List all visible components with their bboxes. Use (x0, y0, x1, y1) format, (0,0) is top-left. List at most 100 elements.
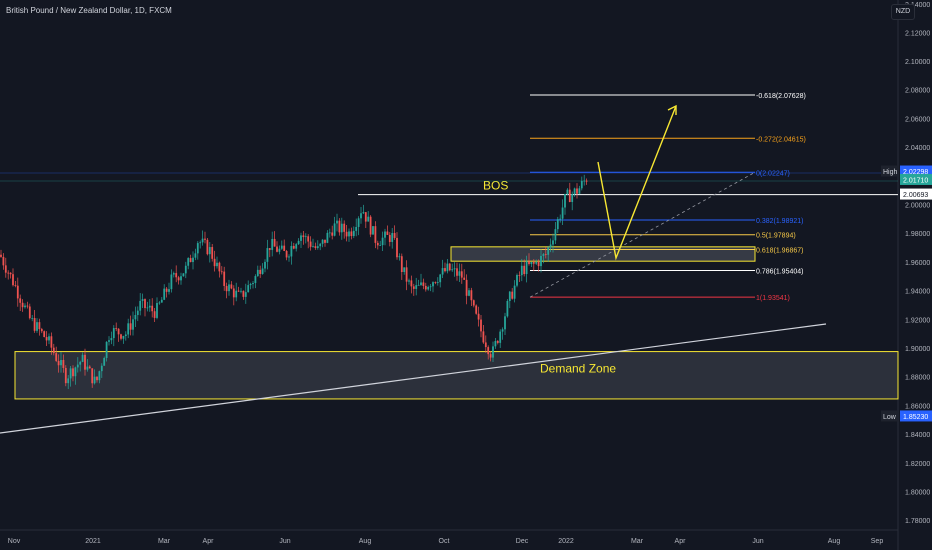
candle-body (283, 245, 286, 251)
candle-body (16, 285, 19, 299)
fib-level-label: 0.382(1.98921) (756, 218, 803, 225)
y-tick-label: 2.08000 (905, 88, 930, 95)
candle-body (165, 288, 168, 292)
price-label-tag: Low (883, 414, 897, 421)
candle-body (88, 366, 91, 369)
candle-body (338, 220, 341, 233)
candle-body (367, 216, 370, 222)
currency-button[interactable]: NZD (891, 4, 915, 20)
candle-body (496, 341, 499, 343)
candle-body (139, 300, 142, 311)
y-tick-label: 2.12000 (905, 30, 930, 37)
candle-body (7, 272, 10, 274)
candle-body (105, 341, 108, 358)
candle-body (103, 357, 106, 366)
candle-body (532, 262, 535, 264)
candle-body (571, 194, 574, 203)
x-tick-label: Mar (631, 538, 644, 545)
y-tick-label: 1.82000 (905, 461, 930, 468)
candle-body (204, 238, 206, 240)
y-tick-label: 2.00000 (905, 203, 930, 210)
candle-body (516, 274, 518, 286)
candle-body (141, 299, 144, 301)
candle-body (62, 360, 65, 368)
candle-body (542, 254, 545, 256)
candle-body (28, 306, 31, 319)
candle-body (477, 313, 480, 320)
retest-zone-box (450, 246, 756, 262)
candle-body (324, 239, 326, 243)
candle-body (415, 285, 418, 289)
y-tick-label: 1.94000 (905, 289, 930, 296)
candle-body (405, 267, 408, 282)
candle-body (456, 268, 458, 276)
candle-body (256, 269, 259, 277)
candle-body (196, 243, 199, 254)
candle-body (223, 271, 226, 286)
candle-body (220, 271, 223, 273)
candle-body (72, 368, 74, 377)
candle-body (340, 223, 343, 233)
price-label-value: 2.02298 (903, 169, 928, 176)
candle-body (314, 246, 317, 248)
candle-body (100, 365, 103, 372)
x-tick-label: Apr (203, 538, 215, 545)
candle-body (561, 207, 564, 219)
candle-body (242, 290, 245, 297)
candle-body (81, 354, 84, 362)
candle-body (108, 340, 110, 342)
candle-body (31, 318, 34, 319)
candle-body (364, 212, 367, 222)
candles-group (0, 174, 588, 390)
candle-body (494, 341, 497, 347)
candle-body (86, 366, 89, 370)
candle-body (127, 323, 130, 335)
candle-body (403, 267, 406, 273)
candle-body (537, 261, 540, 267)
candle-body (259, 269, 262, 274)
candle-body (336, 220, 338, 224)
candle-body (360, 213, 362, 219)
candle-body (556, 219, 559, 230)
candle-body (386, 231, 389, 235)
candle-body (211, 247, 214, 259)
candle-body (45, 336, 48, 341)
y-tick-label: 1.84000 (905, 432, 930, 439)
candle-body (566, 189, 569, 194)
candle-body (60, 360, 62, 366)
candle-body (156, 303, 158, 318)
fib-trend-dashed-line (529, 171, 756, 298)
candle-body (480, 319, 482, 332)
candle-body (146, 307, 149, 309)
candle-body (552, 240, 554, 245)
candle-body (268, 248, 271, 250)
candle-body (288, 256, 290, 258)
candle-body (352, 230, 355, 237)
y-tick-label: 2.10000 (905, 59, 930, 66)
candle-body (297, 240, 300, 245)
candle-body (408, 280, 410, 282)
candle-body (530, 262, 533, 265)
candle-body (110, 338, 113, 341)
candle-body (91, 368, 94, 384)
candle-body (492, 346, 494, 358)
candle-body (52, 347, 55, 354)
price-label-box (900, 173, 932, 185)
candle-body (487, 347, 490, 355)
candle-body (175, 273, 178, 278)
candle-body (328, 232, 331, 234)
x-tick-label: Mar (158, 538, 171, 545)
candle-body (504, 316, 506, 330)
candle-body (312, 246, 314, 248)
candle-body (376, 242, 379, 246)
x-tick-label: Dec (516, 538, 529, 545)
candle-body (112, 328, 115, 339)
candle-body (160, 299, 163, 303)
candle-body (333, 223, 336, 236)
candle-body (580, 180, 583, 189)
candle-body (300, 235, 302, 241)
candle-body (264, 261, 266, 269)
candle-body (520, 265, 523, 276)
candle-body (271, 238, 274, 250)
